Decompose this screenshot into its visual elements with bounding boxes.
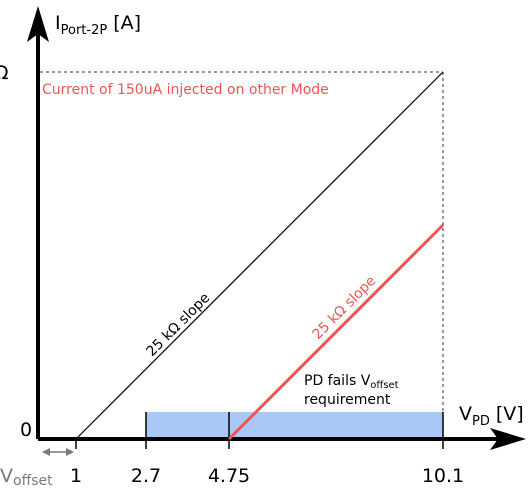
x-tick-label-2-7: 2.7 — [131, 465, 161, 487]
y-axis-arrowhead — [27, 6, 49, 42]
y-top-label: Ω — [0, 62, 9, 84]
red-slope-line — [227, 223, 445, 441]
voffset-arrow-left — [42, 448, 50, 456]
voffset-label: Voffset — [0, 465, 53, 489]
black-slope-label: 25 kΩ slope — [144, 290, 214, 360]
x-tick-label-4-75: 4.75 — [208, 465, 250, 487]
x-axis-arrowhead — [490, 428, 526, 450]
x-tick-label-1: 1 — [70, 465, 82, 487]
fail-note-line2: requirement — [304, 392, 391, 408]
red-note: Current of 150uA injected on other Mode — [42, 82, 329, 98]
x-tick-label-10-1: 10.1 — [422, 465, 464, 487]
y-axis-label: IPort-2P [A] — [55, 12, 141, 38]
voffset-arrow-right — [66, 448, 74, 456]
black-slope-line — [75, 71, 444, 440]
fail-note-line1: PD fails Voffset — [304, 373, 399, 391]
red-slope-label: 25 kΩ slope — [310, 273, 380, 343]
operating-band — [146, 412, 443, 439]
origin-label: 0 — [20, 419, 32, 441]
x-axis-label: VPD [V] — [459, 403, 524, 429]
